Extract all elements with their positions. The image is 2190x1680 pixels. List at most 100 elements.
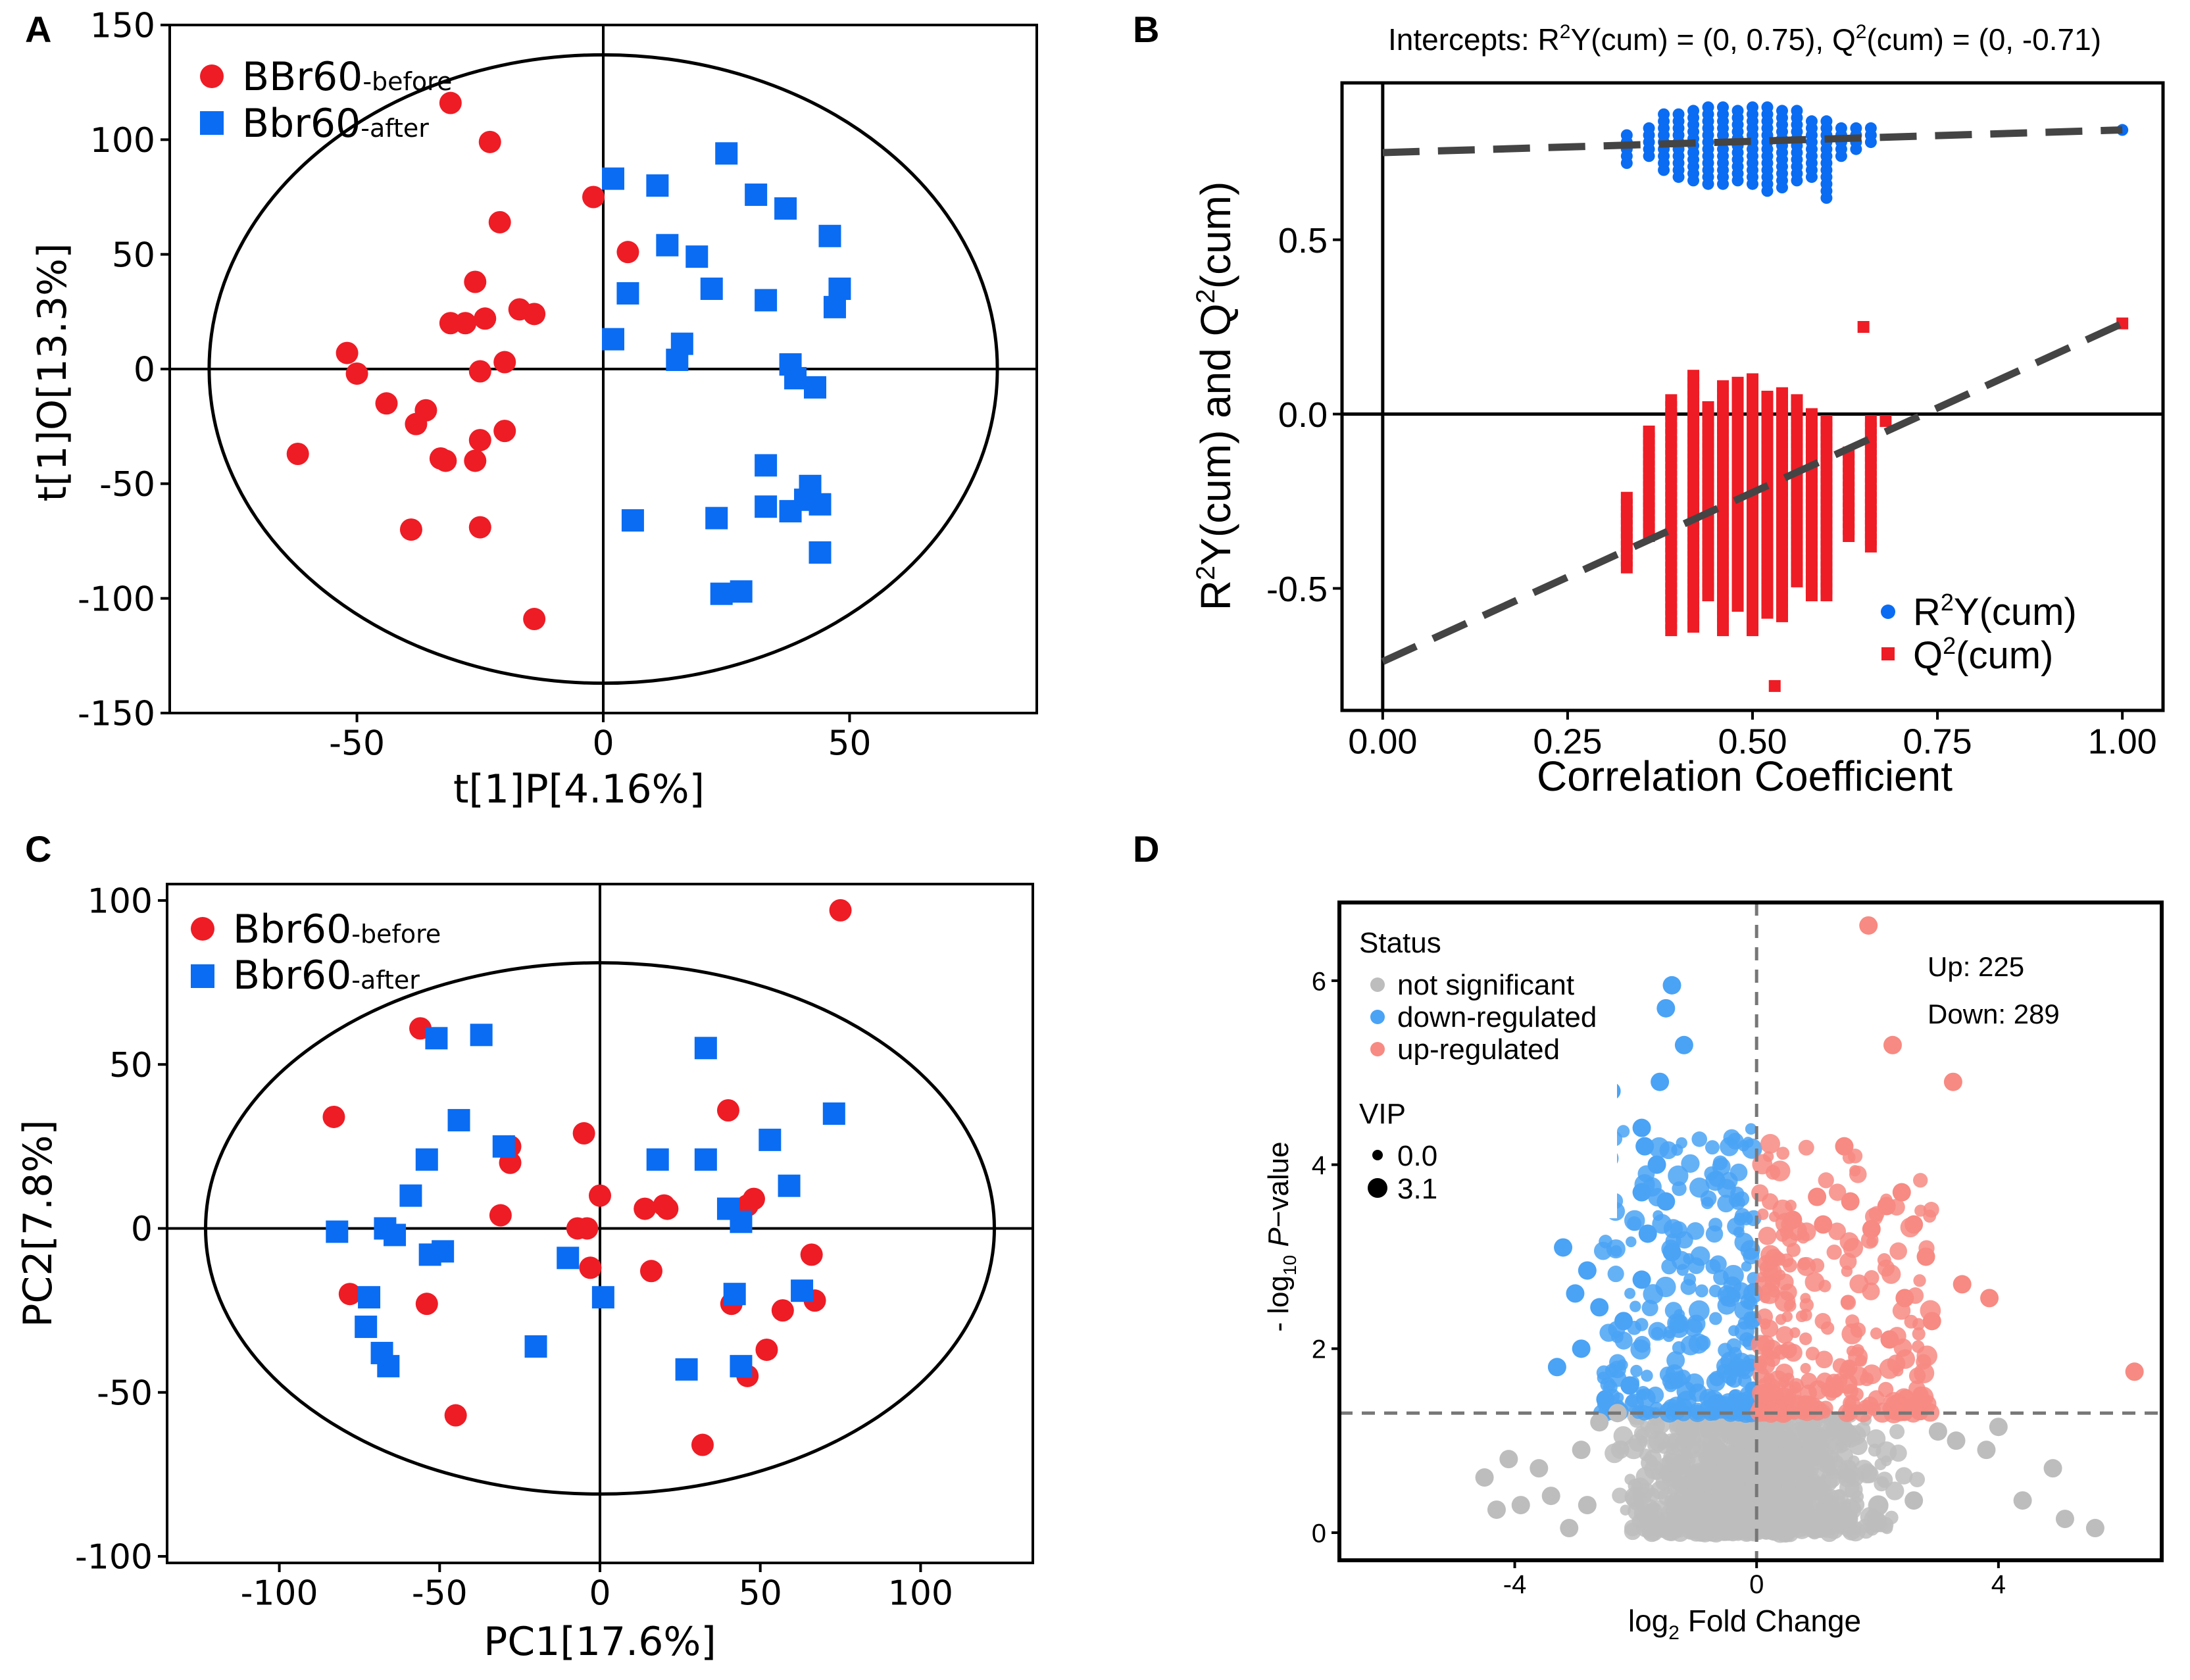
- legend-status-title: Status: [1359, 927, 1441, 959]
- y-tick-label: 100: [90, 121, 155, 161]
- point-before: [493, 351, 516, 374]
- legend-vip-small: [1372, 1150, 1383, 1160]
- volcano-point: [1766, 1499, 1778, 1512]
- panel-d-xlabel: log2 Fold Change: [1628, 1604, 1861, 1644]
- point-after: [778, 1174, 801, 1197]
- volcano-point: [1641, 1299, 1658, 1317]
- volcano-point: [1746, 1466, 1758, 1478]
- volcano-point: [1874, 1458, 1887, 1471]
- volcano-point: [1756, 1208, 1769, 1220]
- panel-b-xlabel: Correlation Coefficient: [1537, 753, 1953, 800]
- point-before: [523, 608, 546, 631]
- volcano-point: [1798, 1139, 1814, 1156]
- point-before: [716, 1099, 739, 1122]
- legend-marker-circle: [1881, 605, 1895, 619]
- volcano-point: [1916, 1247, 1935, 1266]
- volcano-point: [1980, 1289, 1999, 1308]
- volcano-point: [1779, 1343, 1790, 1355]
- legend-marker-square: [191, 964, 214, 988]
- point-after: [755, 454, 778, 477]
- volcano-point: [1828, 1183, 1847, 1201]
- volcano-point: [1720, 1137, 1739, 1156]
- y-tick-label: 0.0: [1278, 395, 1328, 435]
- volcano-point: [1638, 1224, 1657, 1243]
- volcano-point: [1720, 1522, 1739, 1541]
- volcano-point: [1845, 1314, 1860, 1329]
- volcano-point: [1709, 1312, 1722, 1325]
- volcano-point: [1914, 1362, 1935, 1383]
- volcano-point: [1820, 1382, 1835, 1397]
- volcano-point: [1630, 1364, 1643, 1377]
- volcano-point: [1794, 1474, 1806, 1487]
- volcano-point: [1705, 1258, 1721, 1274]
- panel-label-d: D: [1133, 828, 1159, 870]
- volcano-point: [1909, 1471, 1926, 1487]
- volcano-point: [1630, 1300, 1641, 1312]
- point-after: [447, 1108, 470, 1131]
- volcano-point: [1922, 1312, 1941, 1331]
- x-tick-label: 0.75: [1903, 722, 1972, 761]
- volcano-point: [1760, 1133, 1781, 1154]
- point-before: [523, 303, 546, 326]
- volcano-point: [1662, 1243, 1681, 1262]
- r2y-point: [1658, 108, 1670, 120]
- volcano-point: [1799, 1332, 1812, 1345]
- volcano-point: [1637, 1504, 1658, 1523]
- point-after: [745, 184, 768, 207]
- point-before: [444, 1404, 467, 1427]
- q2-point: [1768, 679, 1781, 692]
- volcano-point: [1662, 976, 1681, 995]
- x-tick-label: 4: [1991, 1570, 2006, 1599]
- volcano-point: [1800, 1363, 1811, 1374]
- volcano-point: [1475, 1468, 1494, 1487]
- legend-vip-title: VIP: [1359, 1098, 1406, 1130]
- panel-b: B Intercepts: R2Y(cum) = (0, 0.75), Q2(c…: [1133, 9, 2165, 800]
- legend-item-before: BBr60-before: [242, 54, 452, 100]
- volcano-point: [1722, 1450, 1735, 1463]
- x-tick-label: 1.00: [2088, 722, 2157, 761]
- volcano-point: [1820, 1321, 1835, 1335]
- point-after: [616, 282, 639, 305]
- volcano-point: [1801, 1372, 1818, 1390]
- panel-d-legend: Status not significant down-regulated up…: [1354, 916, 1617, 1218]
- panel-b-ylabel: R2Y(cum) and Q2(cum): [1191, 182, 1239, 611]
- point-after: [730, 1210, 753, 1233]
- volcano-point: [1717, 1179, 1736, 1198]
- point-before: [829, 899, 852, 922]
- volcano-point: [1739, 1404, 1753, 1418]
- volcano-point: [1845, 1460, 1856, 1471]
- volcano-point: [1656, 999, 1676, 1018]
- point-after: [621, 509, 644, 532]
- point-after: [355, 1316, 378, 1339]
- y-tick-label: 6: [1312, 967, 1326, 996]
- annotation-down-count: Down: 289: [1928, 999, 2060, 1029]
- volcano-point: [1530, 1459, 1549, 1478]
- volcano-point: [1889, 1242, 1907, 1260]
- volcano-point: [1672, 1181, 1687, 1197]
- volcano-point: [1726, 1288, 1741, 1303]
- point-after: [646, 174, 669, 197]
- q2-point: [1879, 415, 1892, 428]
- q2-point: [1747, 373, 1758, 385]
- volcano-point: [1874, 1475, 1889, 1492]
- q2-point: [1665, 394, 1678, 407]
- confidence-ellipse: [203, 961, 997, 1496]
- volcano-point: [1656, 1192, 1676, 1211]
- point-before: [399, 518, 422, 541]
- volcano-point: [1889, 1423, 1905, 1439]
- panel-a-ylabel: t[1]O[13.3%]: [30, 243, 76, 501]
- y-tick-label: 100: [87, 882, 153, 922]
- volcano-point: [2085, 1519, 2104, 1538]
- panel-b-legend: R2Y(cum) Q2(cum): [1881, 589, 2077, 677]
- volcano-point: [1635, 1318, 1649, 1331]
- volcano-point: [1626, 1488, 1647, 1510]
- volcano-point: [1754, 1275, 1774, 1295]
- volcano-point: [1688, 1333, 1709, 1354]
- panel-label-c: C: [25, 828, 51, 870]
- point-before: [755, 1338, 778, 1361]
- q2-point: [1717, 380, 1730, 393]
- point-after: [755, 495, 778, 518]
- volcano-point: [2125, 1362, 2144, 1381]
- point-after: [646, 1148, 669, 1171]
- x-tick-label: 0.00: [1348, 722, 1417, 761]
